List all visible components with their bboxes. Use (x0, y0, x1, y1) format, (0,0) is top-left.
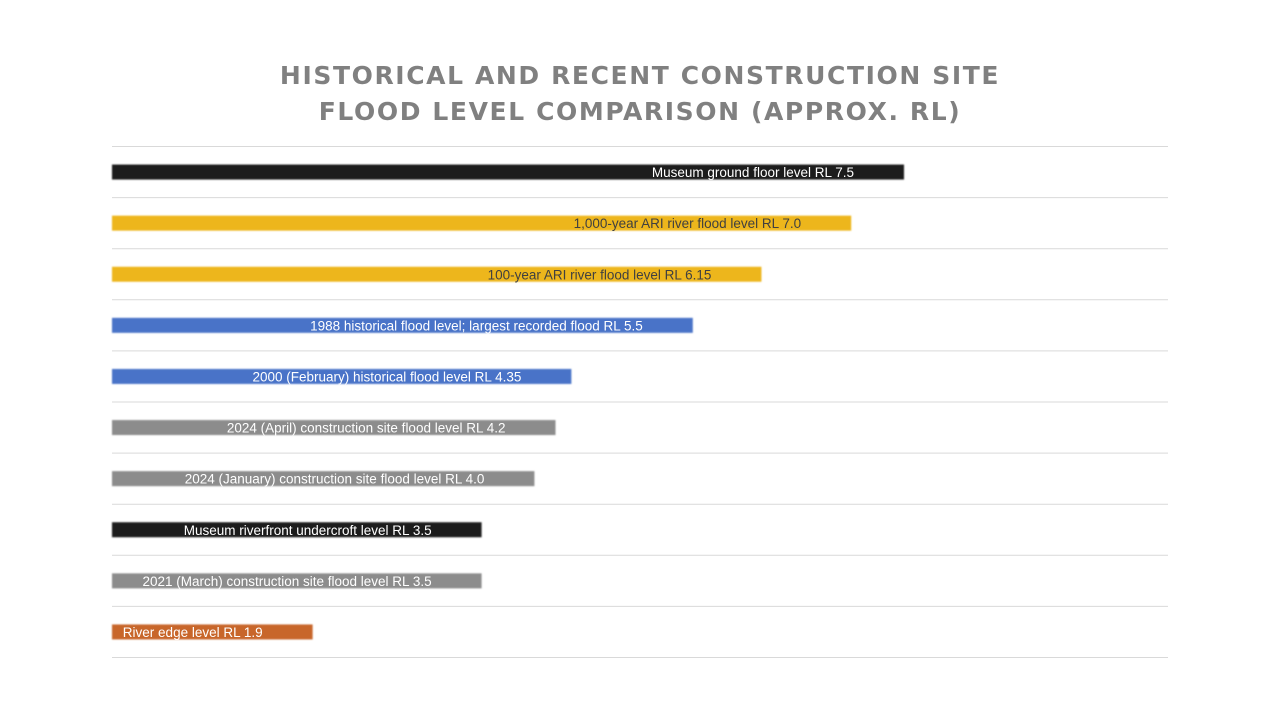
bar (112, 624, 313, 640)
bar-label: 2024 (January) construction site flood l… (185, 472, 485, 487)
bar-label: 2000 (February) historical flood level R… (252, 369, 521, 384)
chart-title-line-2: FLOOD LEVEL COMPARISON (APPROX. RL) (318, 97, 962, 126)
bar (112, 164, 904, 180)
bar (112, 522, 482, 538)
bar-label: Museum ground floor level RL 7.5 (652, 165, 854, 180)
bar (112, 215, 852, 231)
bar (112, 420, 556, 436)
gridlines (112, 146, 1168, 658)
bar-label: Museum riverfront undercroft level RL 3.… (184, 523, 432, 538)
bar-label: River edge level RL 1.9 (123, 625, 263, 640)
bar-label: 2021 (March) construction site flood lev… (142, 574, 431, 589)
bar-label: 1,000-year ARI river flood level RL 7.0 (574, 216, 802, 231)
chart-title-line-1: HISTORICAL AND RECENT CONSTRUCTION SITE (279, 61, 1001, 90)
bar-label: 100-year ARI river flood level RL 6.15 (488, 267, 712, 282)
bar (112, 266, 762, 282)
bar (112, 573, 482, 589)
chart-title: HISTORICAL AND RECENT CONSTRUCTION SITE … (0, 58, 1280, 130)
bar-label: 2024 (April) construction site flood lev… (227, 421, 506, 436)
bar (112, 317, 693, 333)
bars: Museum ground floor level RL 7.5 1,000-ye… (112, 164, 904, 640)
bar (112, 368, 572, 384)
bar-label: 1988 historical flood level; largest rec… (310, 318, 643, 333)
bar (112, 471, 535, 487)
